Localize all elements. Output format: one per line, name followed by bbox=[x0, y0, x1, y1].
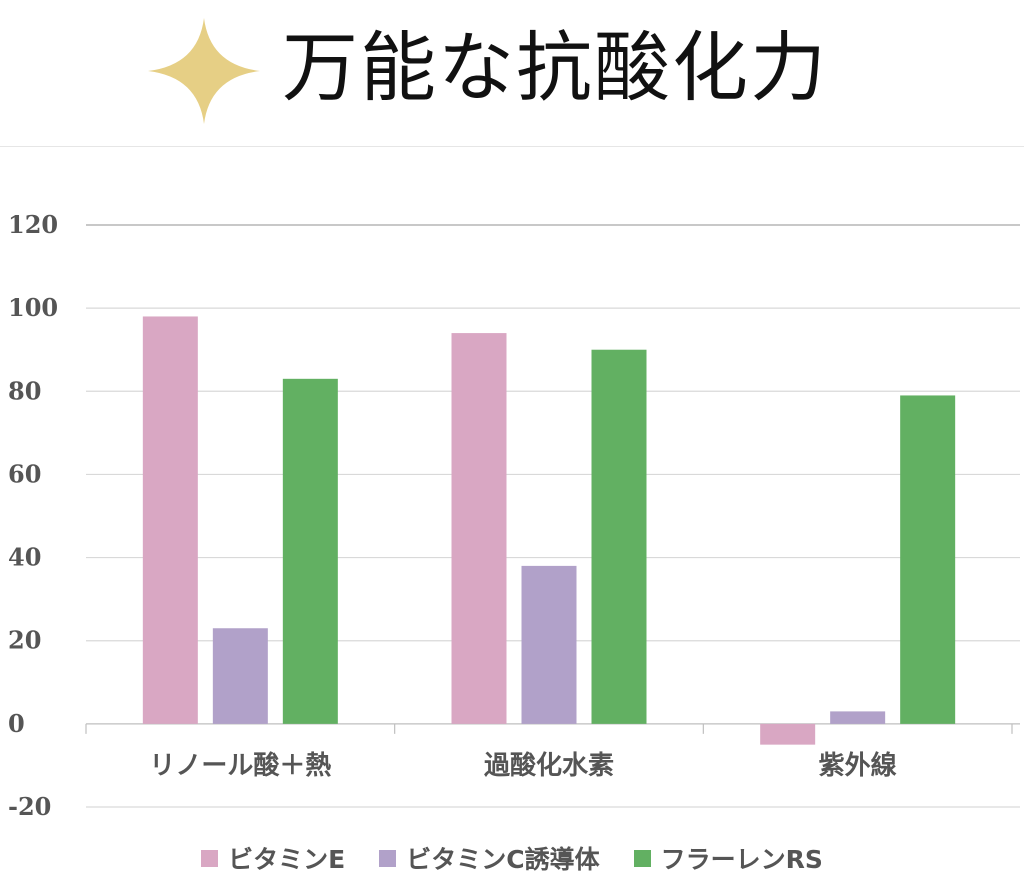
legend-label: フラーレンRS bbox=[660, 845, 823, 874]
legend-label: ビタミンE bbox=[228, 845, 346, 874]
legend-swatch bbox=[633, 849, 651, 867]
sparkle-icon bbox=[148, 18, 260, 124]
bar bbox=[282, 378, 338, 724]
legend-item: ビタミンC誘導体 bbox=[379, 840, 600, 876]
bar bbox=[521, 565, 577, 724]
bar bbox=[212, 628, 268, 724]
y-tick-label: 20 bbox=[8, 626, 41, 655]
bar bbox=[830, 711, 886, 724]
bar bbox=[760, 723, 816, 745]
bar-chart: 120 100 80 60 40 20 0 -20 リノール酸＋熱 過酸化水素 紫外線 bbox=[8, 210, 1020, 821]
y-tick-label: 100 bbox=[8, 293, 58, 322]
header: 万能な抗酸化力 bbox=[0, 0, 1024, 147]
x-category-label: 紫外線 bbox=[819, 750, 897, 781]
bar bbox=[451, 333, 507, 724]
bar bbox=[900, 395, 956, 724]
x-category-label: リノール酸＋熱 bbox=[149, 751, 331, 781]
y-tick-label: 80 bbox=[8, 376, 41, 405]
y-tick-label: 0 bbox=[8, 709, 25, 738]
y-tick-label: -20 bbox=[8, 792, 51, 821]
legend-swatch bbox=[201, 849, 219, 867]
page-title: 万能な抗酸化力 bbox=[282, 23, 828, 112]
chart-legend: ビタミンE ビタミンC誘導体 フラーレンRS bbox=[0, 838, 1024, 878]
legend-item: ビタミンE bbox=[201, 840, 345, 876]
legend-label: ビタミンC誘導体 bbox=[406, 845, 600, 874]
y-tick-label: 40 bbox=[8, 543, 41, 572]
y-tick-label: 60 bbox=[8, 459, 41, 488]
legend-swatch bbox=[379, 849, 397, 867]
x-category-label: 過酸化水素 bbox=[484, 751, 614, 781]
y-tick-label: 120 bbox=[8, 210, 58, 239]
legend-item: フラーレンRS bbox=[633, 840, 823, 876]
bar bbox=[142, 316, 198, 724]
bar bbox=[591, 349, 647, 724]
